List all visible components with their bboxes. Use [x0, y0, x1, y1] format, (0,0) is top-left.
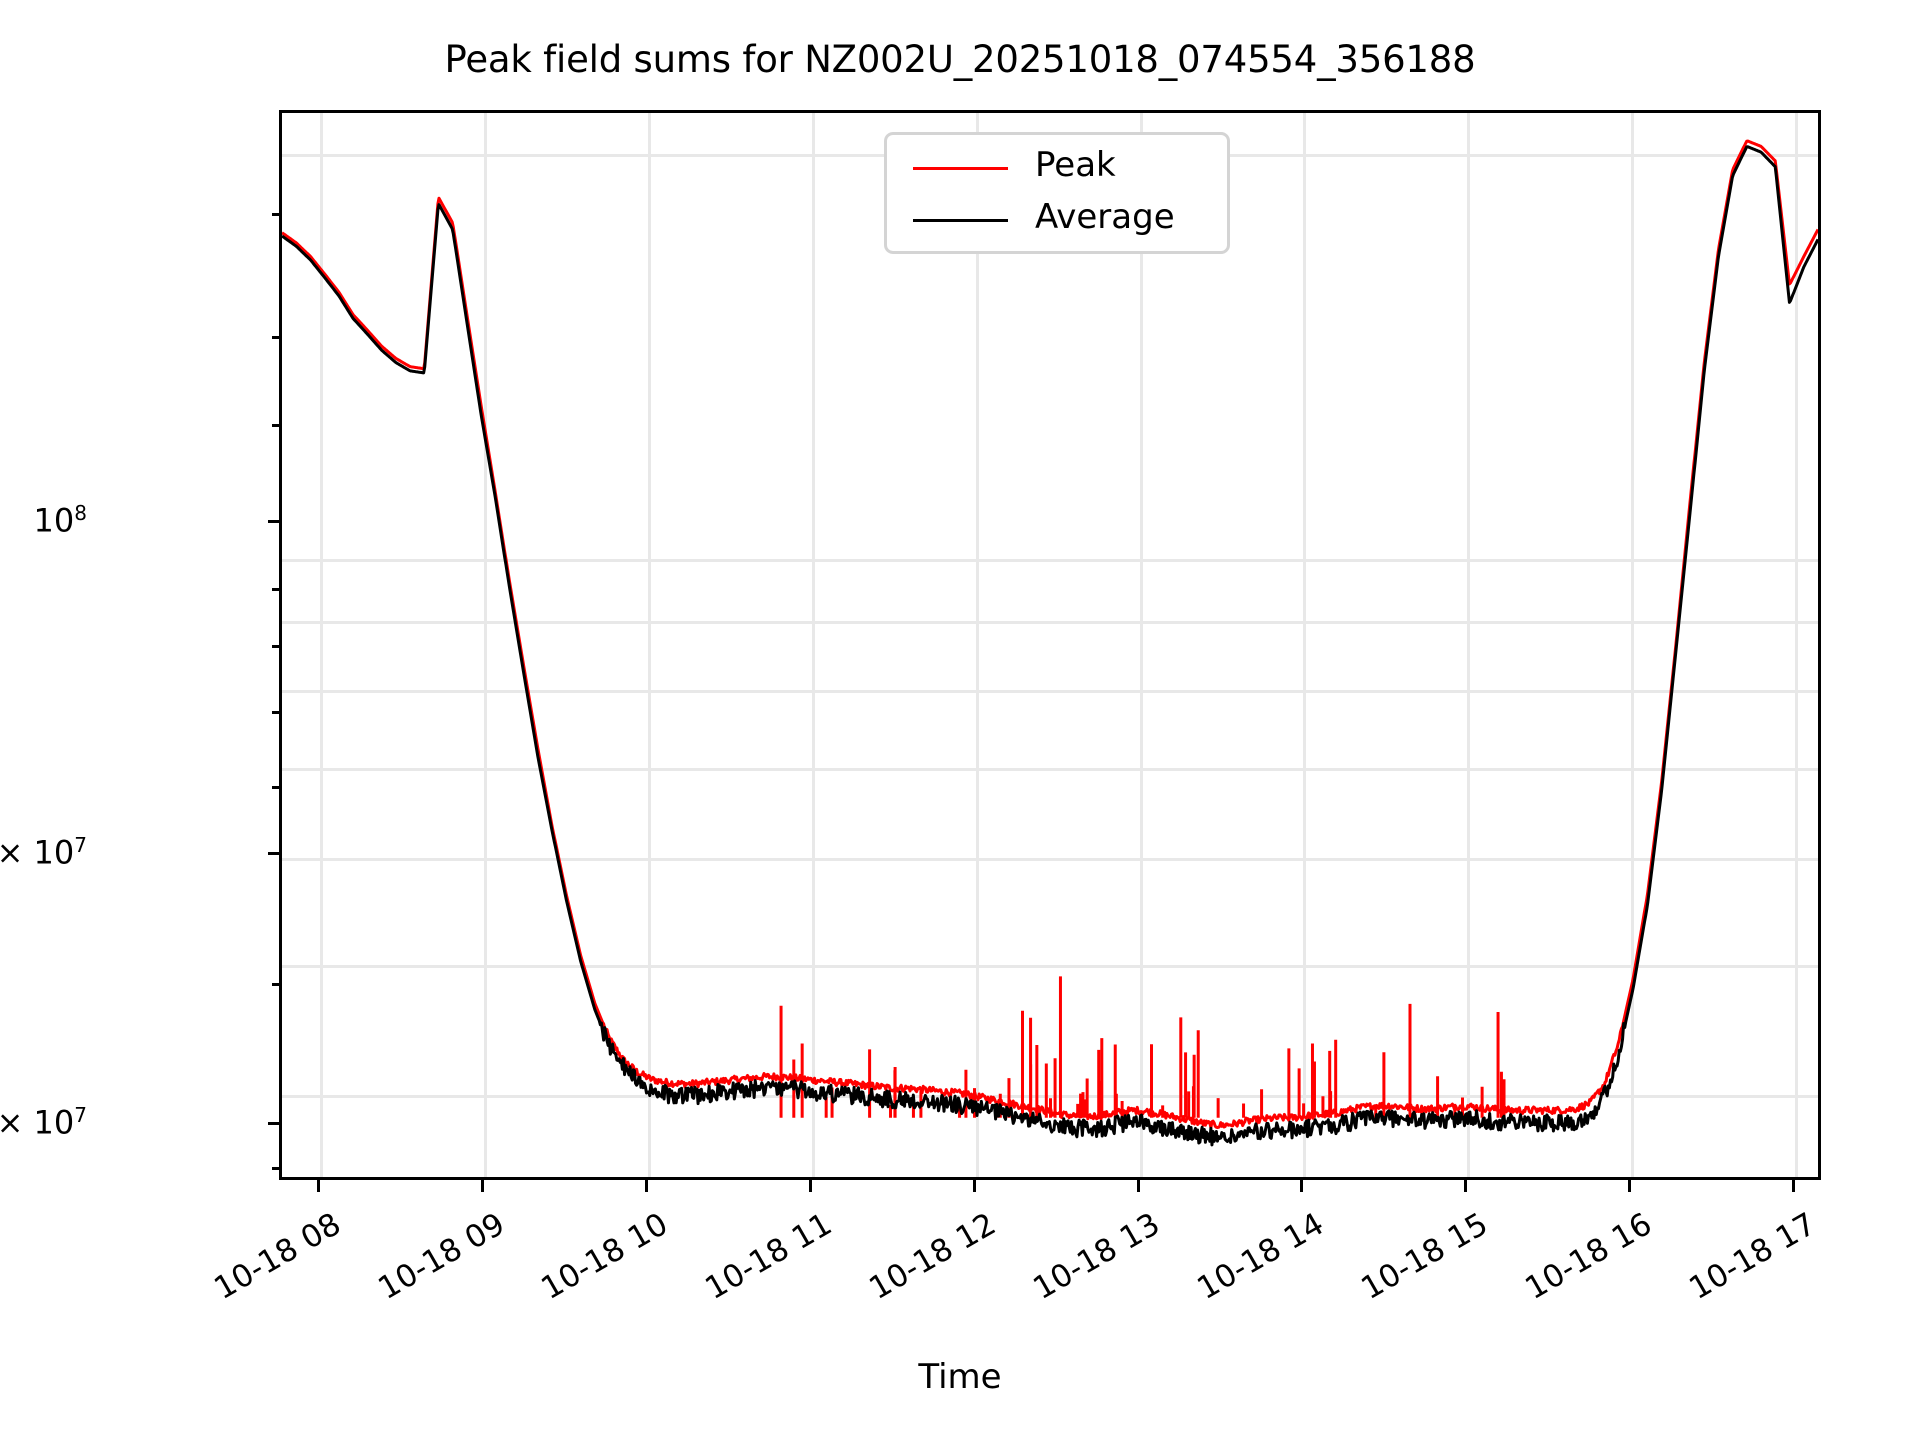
x-gridline	[1631, 113, 1635, 1177]
y-axis-tick-mark	[268, 852, 280, 855]
x-axis-tick-mark	[1792, 1180, 1796, 1192]
plot-area	[279, 110, 1821, 1180]
y-axis-minor-tick	[272, 1167, 280, 1170]
x-gridline	[1139, 113, 1143, 1177]
x-axis-tick-label: 10-18 13	[1027, 1206, 1167, 1307]
y-axis-minor-tick	[272, 983, 280, 986]
y-axis-tick-label: 6 × 107	[0, 833, 87, 872]
x-axis-tick-label: 10-18 11	[699, 1206, 839, 1307]
x-gridline	[811, 113, 815, 1177]
y-axis-minor-tick	[272, 336, 280, 339]
y-gridline	[282, 689, 1818, 693]
data-layer	[282, 113, 1818, 1177]
y-axis-tick-mark	[268, 1122, 280, 1125]
series-line-peak	[282, 141, 1818, 1128]
x-axis-tick-mark	[644, 1180, 648, 1192]
y-gridline	[282, 559, 1818, 563]
y-gridline	[282, 857, 1818, 861]
y-axis-tick-label: 4 × 107	[0, 1103, 87, 1142]
x-gridline	[320, 113, 324, 1177]
chart-legend[interactable]: Peak Average	[884, 132, 1230, 254]
x-axis-tick-label: 10-18 16	[1519, 1206, 1658, 1307]
x-gridline	[975, 113, 979, 1177]
y-axis-minor-tick	[272, 645, 280, 648]
x-axis-tick-mark	[1464, 1180, 1468, 1192]
y-axis-minor-tick	[272, 213, 280, 216]
y-gridline	[282, 620, 1818, 624]
series-line-average	[282, 147, 1818, 1145]
x-gridline	[647, 113, 651, 1177]
legend-swatch-average	[913, 219, 1008, 222]
x-axis-tick-label: 10-18 09	[371, 1206, 511, 1307]
x-axis-tick-label: 10-18 10	[535, 1206, 675, 1307]
y-gridline	[282, 964, 1818, 968]
y-gridline	[282, 767, 1818, 771]
x-axis-tick-label: 10-18 12	[863, 1206, 1003, 1307]
x-axis-tick-mark	[1300, 1180, 1304, 1192]
y-axis-tick-label: 108	[33, 501, 87, 540]
x-axis-tick-label: 10-18 15	[1355, 1206, 1494, 1307]
y-gridline	[282, 1094, 1818, 1098]
x-axis-tick-mark	[317, 1180, 321, 1192]
x-gridline	[1467, 113, 1471, 1177]
y-axis-tick-mark	[268, 520, 280, 523]
legend-swatch-peak	[913, 167, 1008, 170]
x-axis-tick-mark	[808, 1180, 812, 1192]
legend-entry-average[interactable]: Average	[887, 195, 1227, 247]
x-axis-tick-mark	[481, 1180, 484, 1192]
x-axis-tick-label: 10-18 14	[1191, 1206, 1330, 1307]
x-gridline	[1303, 113, 1307, 1177]
x-axis-tick-label: 10-18 08	[207, 1206, 347, 1307]
y-axis-minor-tick	[272, 786, 280, 789]
x-axis-label: Time	[918, 1357, 1002, 1397]
x-axis-tick-label: 10-18 17	[1682, 1206, 1822, 1307]
x-gridline	[484, 113, 487, 1177]
x-axis-tick-mark	[1628, 1180, 1632, 1192]
legend-entry-peak[interactable]: Peak	[887, 143, 1227, 195]
chart-title: Peak field sums for NZ002U_20251018_0745…	[444, 38, 1476, 81]
x-gridline	[1795, 113, 1799, 1177]
x-axis-tick-mark	[1136, 1180, 1140, 1192]
legend-label-average: Average	[1035, 197, 1175, 237]
y-axis-minor-tick	[272, 711, 280, 714]
y-axis-minor-tick	[272, 588, 280, 591]
y-axis-minor-tick	[272, 424, 280, 427]
legend-label-peak: Peak	[1035, 145, 1116, 185]
x-axis-tick-mark	[972, 1180, 976, 1192]
